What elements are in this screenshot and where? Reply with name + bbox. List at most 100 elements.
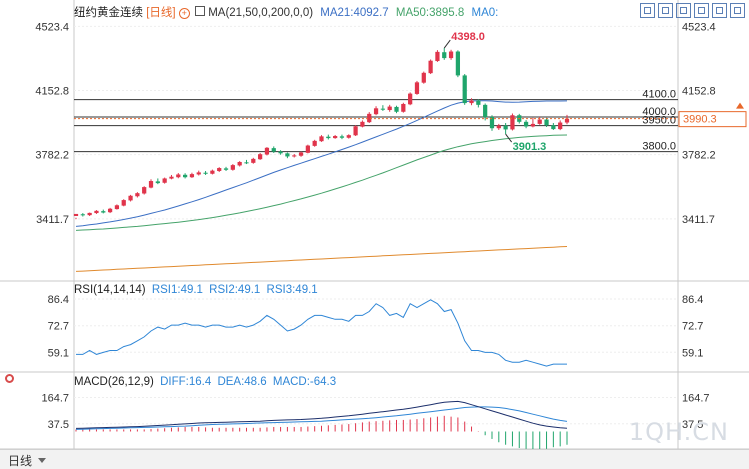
diff-line <box>75 400 568 429</box>
rsi-line <box>76 299 567 367</box>
toolbar-fullscreen-button[interactable] <box>712 3 727 18</box>
rsi-tick-right: 59.1 <box>682 347 703 359</box>
level-label: 3800.0 <box>642 141 676 153</box>
candle-body <box>189 174 195 178</box>
candle-body <box>346 135 351 138</box>
rsi-tick-right: 86.4 <box>682 294 703 306</box>
candle-body <box>135 193 140 197</box>
candle-body <box>87 212 92 216</box>
toolbar-grid-button[interactable] <box>694 3 709 18</box>
candle-body <box>523 121 529 127</box>
current-price-tag <box>678 111 747 128</box>
macd-tick-left: 164.7 <box>41 392 69 404</box>
rsi-tick-left: 72.7 <box>48 321 69 333</box>
dea-legend: DEA:48.6 <box>217 376 267 388</box>
candle-body <box>353 126 358 136</box>
candle-body <box>251 158 256 163</box>
ma21-legend: MA21:4092.7 <box>320 7 389 19</box>
candle-body <box>128 195 133 201</box>
candle-body <box>203 172 208 174</box>
candle-body <box>107 208 113 213</box>
price-tick-right: 4523.4 <box>682 21 716 33</box>
candle-body <box>551 125 556 130</box>
candle-body <box>114 205 120 210</box>
toolbar-settings-button[interactable] <box>730 3 745 18</box>
high-price-label: 4398.0 <box>451 31 485 43</box>
candle-body <box>196 172 201 175</box>
candle-body <box>421 72 426 83</box>
toolbar-crosshair-button[interactable] <box>640 3 655 18</box>
add-indicator-icon[interactable]: + <box>178 8 190 19</box>
candle-body <box>360 121 365 127</box>
macd-tick-right: 37.5 <box>682 419 703 431</box>
macd-tick-right: 164.7 <box>682 392 710 404</box>
candle-body <box>182 174 188 178</box>
macd-label: MACD(26,12,9) <box>74 376 154 388</box>
candle-body <box>489 116 495 129</box>
ma21-line <box>75 100 568 227</box>
ma-settings-icon[interactable] <box>195 6 205 16</box>
candle-body <box>442 52 447 59</box>
candle-body <box>244 162 249 164</box>
candle-body <box>285 153 290 157</box>
candle-body <box>435 51 440 62</box>
bottom-bar: 日线 <box>0 449 749 469</box>
level-label: 4000.0 <box>642 106 676 118</box>
low-marker-line <box>505 133 513 143</box>
candle-body <box>169 176 174 179</box>
period-label: [日线] <box>146 7 176 19</box>
candle-body <box>455 51 461 76</box>
ma200-line <box>75 246 568 272</box>
toolbar-zoom-out-button[interactable] <box>676 3 691 18</box>
candle-body <box>230 165 235 170</box>
rsi3-legend: RSI3:49.1 <box>266 284 318 296</box>
dea-line <box>75 406 568 430</box>
rsi-legend: RSI(14,14,14) RSI1:49.1 RSI2:49.1 RSI3:4… <box>74 284 318 296</box>
instrument-title: 纽约黄金连续 <box>74 7 143 19</box>
candle-body <box>155 181 160 184</box>
candle-body <box>223 168 229 170</box>
rsi1-legend: RSI1:49.1 <box>151 284 203 296</box>
candle-body <box>373 108 379 115</box>
candle-body <box>333 136 338 139</box>
rsi-tick-left: 86.4 <box>48 294 69 306</box>
candle-body <box>312 140 317 146</box>
rsi-label: RSI(14,14,14) <box>74 284 146 296</box>
candle-body <box>469 100 474 104</box>
ma50-legend: MA50:3895.8 <box>395 7 465 19</box>
candle-body <box>326 136 331 139</box>
level-label: 3950.0 <box>642 115 676 127</box>
toolbar-zoom-in-button[interactable] <box>658 3 673 18</box>
candle-body <box>483 104 488 117</box>
ma50-line <box>75 134 568 231</box>
candle-body <box>339 136 345 138</box>
price-tick-right: 3411.7 <box>682 214 715 226</box>
pane-settings-icon[interactable] <box>5 374 14 383</box>
candle-body <box>121 200 126 206</box>
candle-body <box>271 148 276 152</box>
candle-body <box>428 60 433 74</box>
candle-body <box>394 106 399 112</box>
candle-body <box>264 147 270 155</box>
candle-body <box>544 119 549 126</box>
price-tick-right: 4152.8 <box>682 86 716 98</box>
period-select-button[interactable]: 日线 <box>4 452 47 468</box>
site-watermark: 1QH.CN <box>628 418 729 446</box>
candle-body <box>448 51 454 59</box>
current-price-value: 3990.3 <box>683 114 717 126</box>
diff-legend: DIFF:16.4 <box>160 376 212 388</box>
candle-body <box>367 113 372 123</box>
candle-body <box>210 170 215 174</box>
price-tick-left: 4152.8 <box>35 86 69 98</box>
candle-body <box>476 100 481 105</box>
candle-body <box>292 155 297 157</box>
price-tick-left: 3782.2 <box>35 150 69 162</box>
candle-body <box>558 122 563 130</box>
price-tick-left: 3411.7 <box>36 214 69 226</box>
macd-legend: MACD(26,12,9) DIFF:16.4 DEA:48.6 MACD:-6… <box>74 376 336 388</box>
candle-body <box>305 145 310 153</box>
candle-body <box>278 151 283 154</box>
price-tick-left: 4523.4 <box>35 21 69 33</box>
candle-body <box>94 210 99 214</box>
